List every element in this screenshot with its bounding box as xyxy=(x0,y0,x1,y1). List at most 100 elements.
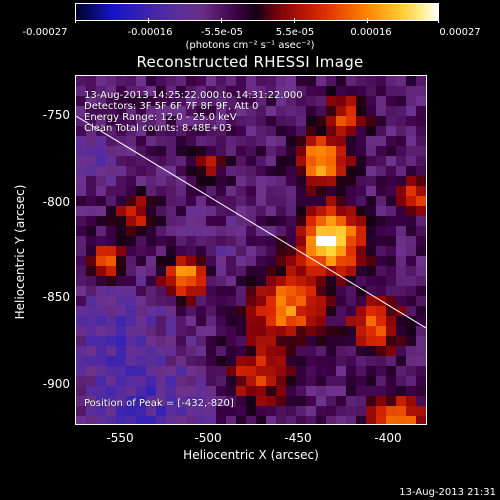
heatmap-pixel xyxy=(176,176,186,186)
heatmap-pixel xyxy=(136,256,146,266)
heatmap-pixel xyxy=(316,396,326,406)
heatmap-pixel xyxy=(356,126,366,136)
heatmap-pixel xyxy=(326,226,336,236)
heatmap-pixel xyxy=(366,276,376,286)
heatmap-pixel xyxy=(176,276,186,286)
heatmap-pixel xyxy=(356,176,366,186)
heatmap-pixel xyxy=(416,96,426,106)
heatmap-pixel xyxy=(316,116,326,126)
heatmap-pixel xyxy=(406,356,416,366)
heatmap-pixel xyxy=(226,346,236,356)
heatmap-pixel xyxy=(266,246,276,256)
heatmap-pixel xyxy=(176,96,186,106)
heatmap-pixel xyxy=(406,326,416,336)
heatmap-pixel xyxy=(266,406,276,416)
heatmap-pixel xyxy=(296,246,306,256)
heatmap-pixel xyxy=(216,256,226,266)
heatmap-pixel xyxy=(376,366,386,376)
heatmap-pixel xyxy=(296,276,306,286)
heatmap-pixel xyxy=(206,256,216,266)
heatmap-pixel xyxy=(196,296,206,306)
heatmap-pixel xyxy=(286,176,296,186)
heatmap-pixel xyxy=(106,116,116,126)
heatmap-pixel xyxy=(136,196,146,206)
heatmap-pixel xyxy=(326,216,336,226)
heatmap-pixel xyxy=(376,416,386,424)
heatmap-pixel xyxy=(76,366,86,376)
heatmap-pixel xyxy=(96,286,106,296)
heatmap-pixel xyxy=(416,366,426,376)
heatmap-pixel xyxy=(156,166,166,176)
heatmap-pixel xyxy=(346,376,356,386)
heatmap-pixel xyxy=(256,176,266,186)
heatmap-pixel xyxy=(316,356,326,366)
heatmap-pixel xyxy=(396,296,406,306)
heatmap-pixel xyxy=(156,386,166,396)
heatmap-pixel xyxy=(236,206,246,216)
heatmap-pixel xyxy=(76,326,86,336)
heatmap-pixel xyxy=(326,386,336,396)
heatmap-pixel xyxy=(126,286,136,296)
heatmap-pixel xyxy=(226,166,236,176)
heatmap-pixel xyxy=(396,236,406,246)
heatmap-pixel xyxy=(386,146,396,156)
heatmap-pixel xyxy=(306,96,316,106)
heatmap-pixel xyxy=(356,246,366,256)
heatmap-pixel xyxy=(196,306,206,316)
heatmap-pixel xyxy=(356,316,366,326)
heatmap-pixel xyxy=(86,196,96,206)
heatmap-pixel xyxy=(266,76,276,86)
heatmap-pixel xyxy=(406,406,416,416)
heatmap-pixel xyxy=(196,96,206,106)
heatmap-pixel xyxy=(356,396,366,406)
heatmap-pixel xyxy=(296,406,306,416)
heatmap-pixel xyxy=(96,326,106,336)
heatmap-pixel xyxy=(176,186,186,196)
heatmap-pixel xyxy=(86,336,96,346)
heatmap-pixel xyxy=(206,346,216,356)
heatmap-pixel xyxy=(256,406,266,416)
heatmap-pixel xyxy=(316,76,326,86)
heatmap-pixel xyxy=(306,306,316,316)
heatmap-pixel xyxy=(316,106,326,116)
heatmap-pixel xyxy=(196,356,206,366)
heatmap-pixel xyxy=(286,166,296,176)
heatmap-pixel xyxy=(356,266,366,276)
heatmap-pixel xyxy=(176,266,186,276)
heatmap-pixel xyxy=(156,206,166,216)
heatmap-pixel xyxy=(306,376,316,386)
heatmap-pixel xyxy=(276,156,286,166)
heatmap-pixel xyxy=(96,396,106,406)
heatmap-pixel xyxy=(176,86,186,96)
heatmap-pixel xyxy=(316,296,326,306)
heatmap-pixel xyxy=(206,386,216,396)
heatmap-pixel xyxy=(396,176,406,186)
heatmap-pixel xyxy=(116,186,126,196)
heatmap-pixel xyxy=(136,186,146,196)
heatmap-pixel xyxy=(176,126,186,136)
heatmap-pixel xyxy=(76,96,86,106)
heatmap-pixel xyxy=(166,416,176,424)
heatmap-pixel xyxy=(76,296,86,306)
heatmap-pixel xyxy=(136,156,146,166)
heatmap-pixel xyxy=(356,386,366,396)
heatmap-pixel xyxy=(206,236,216,246)
heatmap-pixel xyxy=(216,246,226,256)
heatmap-pixel xyxy=(396,156,406,166)
heatmap-pixel xyxy=(416,116,426,126)
heatmap-pixel xyxy=(226,206,236,216)
heatmap-pixel xyxy=(226,266,236,276)
heatmap-pixel xyxy=(216,96,226,106)
heatmap-pixel xyxy=(326,286,336,296)
heatmap-pixel xyxy=(256,356,266,366)
heatmap-pixel xyxy=(326,396,336,406)
heatmap-pixel xyxy=(416,306,426,316)
heatmap-pixel xyxy=(96,146,106,156)
heatmap-pixel xyxy=(406,86,416,96)
heatmap-pixel xyxy=(316,196,326,206)
heatmap-pixel xyxy=(256,126,266,136)
heatmap-pixel xyxy=(116,276,126,286)
heatmap-pixel xyxy=(306,136,316,146)
heatmap-pixel xyxy=(126,206,136,216)
heatmap-pixel xyxy=(216,316,226,326)
